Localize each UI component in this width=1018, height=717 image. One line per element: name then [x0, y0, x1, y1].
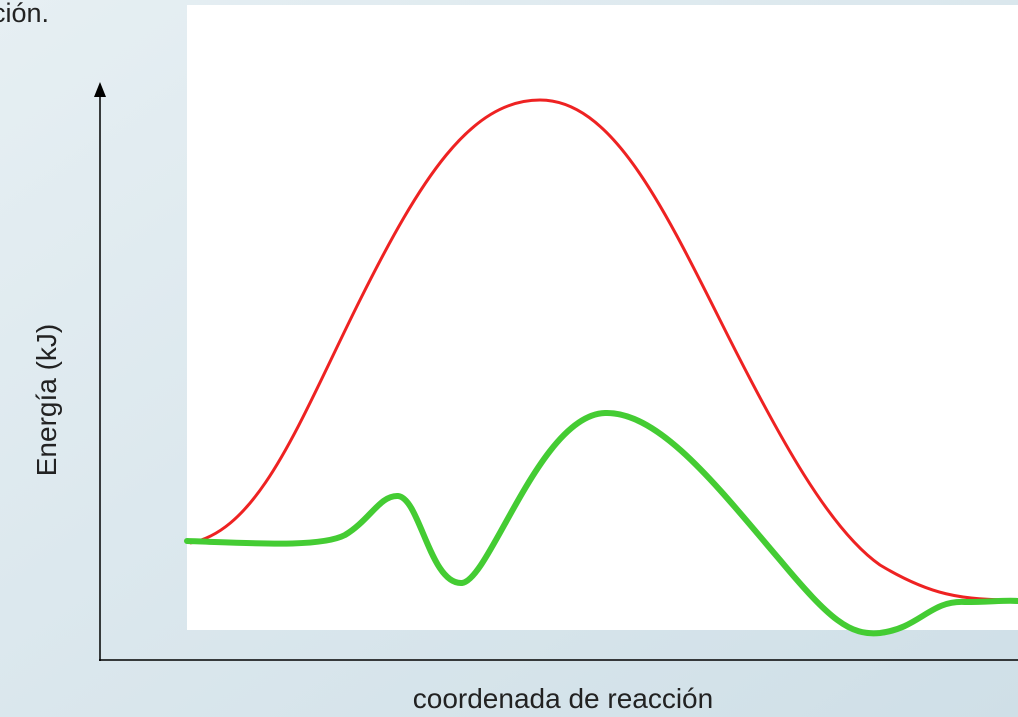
- plot-area: [187, 5, 1018, 630]
- y-axis-label: Energía (kJ): [31, 324, 62, 477]
- y-axis-arrow: [94, 82, 106, 97]
- slide-text: ción.: [0, 0, 49, 28]
- x-axis-label: coordenada de reacción: [413, 683, 713, 714]
- uncatalyzed-curve: [189, 98, 1018, 602]
- catalyzed-curve: [184, 409, 1018, 637]
